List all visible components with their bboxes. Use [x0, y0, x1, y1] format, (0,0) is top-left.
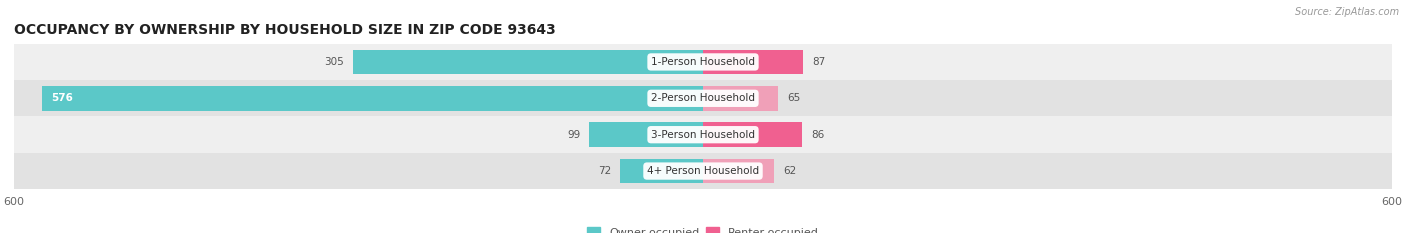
Bar: [14, 116, 1392, 153]
Bar: [14, 44, 1392, 80]
Text: 86: 86: [811, 130, 824, 140]
Text: Source: ZipAtlas.com: Source: ZipAtlas.com: [1295, 7, 1399, 17]
Text: OCCUPANCY BY OWNERSHIP BY HOUSEHOLD SIZE IN ZIP CODE 93643: OCCUPANCY BY OWNERSHIP BY HOUSEHOLD SIZE…: [14, 23, 555, 37]
Text: 99: 99: [567, 130, 581, 140]
Text: 62: 62: [783, 166, 797, 176]
Bar: [353, 50, 703, 74]
Bar: [703, 50, 803, 74]
Text: 2-Person Household: 2-Person Household: [651, 93, 755, 103]
Bar: [703, 86, 778, 111]
Bar: [589, 122, 703, 147]
Bar: [14, 80, 1392, 116]
Legend: Owner-occupied, Renter-occupied: Owner-occupied, Renter-occupied: [582, 223, 824, 233]
Text: 1-Person Household: 1-Person Household: [651, 57, 755, 67]
Bar: [620, 159, 703, 183]
Text: 576: 576: [51, 93, 73, 103]
Bar: [703, 159, 775, 183]
Bar: [42, 86, 703, 111]
Text: 3-Person Household: 3-Person Household: [651, 130, 755, 140]
Bar: [14, 153, 1392, 189]
Text: 305: 305: [323, 57, 343, 67]
Text: 87: 87: [813, 57, 825, 67]
Bar: [703, 122, 801, 147]
Text: 4+ Person Household: 4+ Person Household: [647, 166, 759, 176]
Text: 72: 72: [598, 166, 612, 176]
Text: 65: 65: [787, 93, 800, 103]
